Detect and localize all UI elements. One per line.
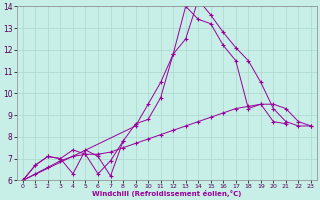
- X-axis label: Windchill (Refroidissement éolien,°C): Windchill (Refroidissement éolien,°C): [92, 190, 242, 197]
